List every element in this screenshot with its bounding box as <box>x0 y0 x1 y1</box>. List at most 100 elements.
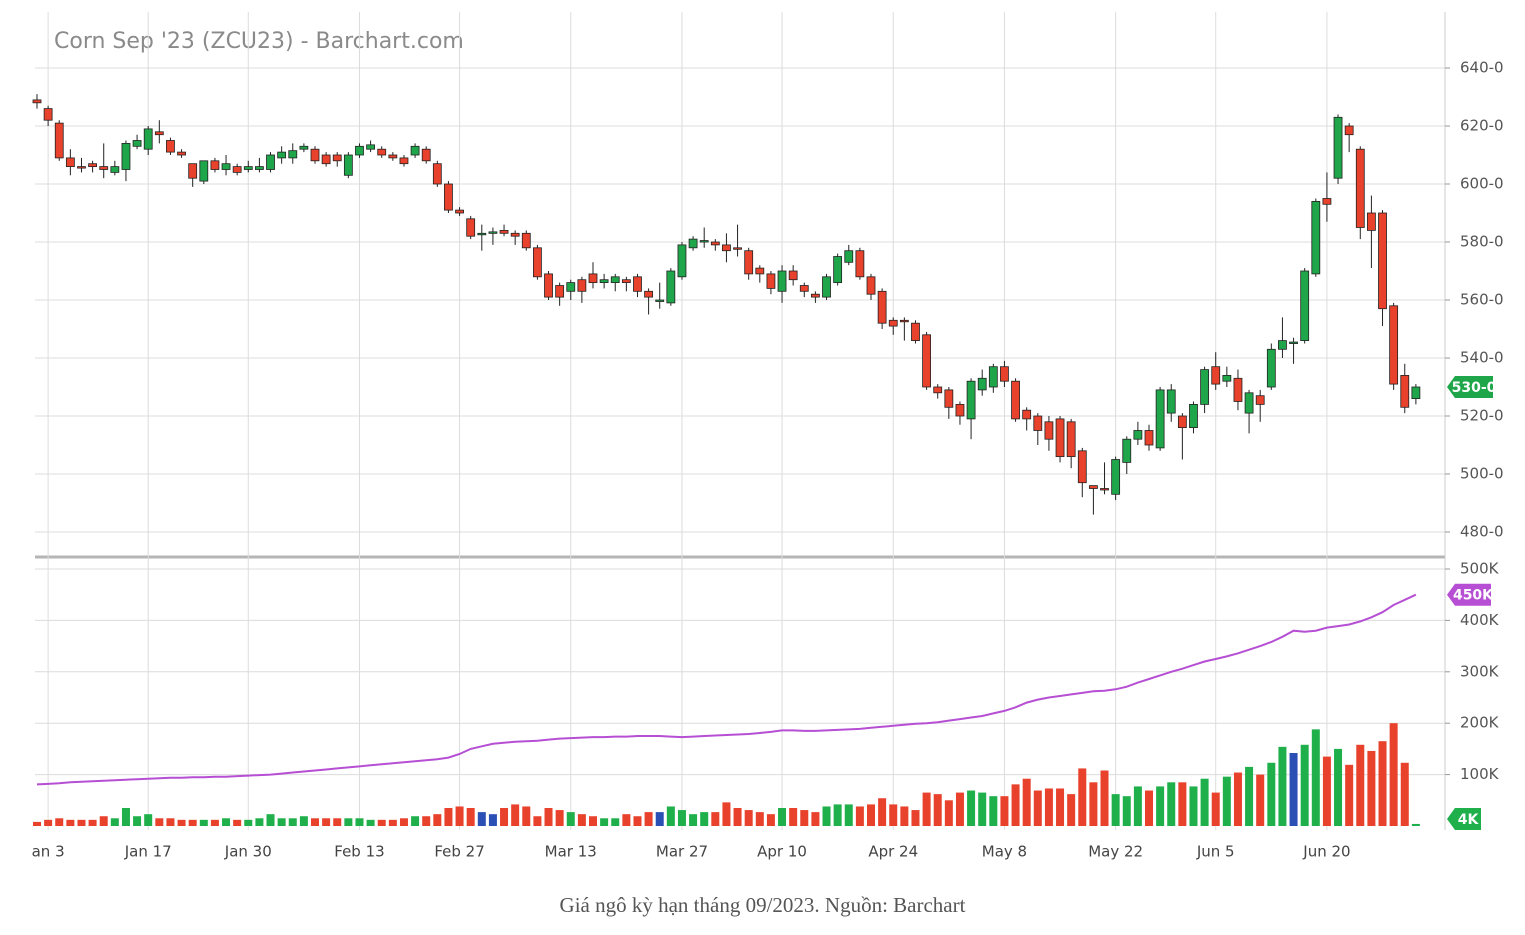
y-tick-label: 500K <box>1460 560 1500 578</box>
candle-body <box>644 290 653 298</box>
volume-bar <box>466 808 475 826</box>
candle-body <box>1166 389 1176 414</box>
volume-bar <box>766 814 775 826</box>
volume-bar <box>166 818 175 826</box>
volume-bar <box>188 819 197 826</box>
volume-bar <box>1100 770 1109 826</box>
volume-bar <box>1089 782 1098 826</box>
candle-body <box>788 270 798 281</box>
plot-area <box>35 12 1445 830</box>
candle-body <box>855 250 865 278</box>
volume-bar <box>299 816 308 826</box>
candle-body <box>1411 386 1421 400</box>
candle-body <box>421 148 431 162</box>
candle-body <box>911 322 920 342</box>
x-tick-label: Jun 5 <box>1196 843 1235 861</box>
volume-bar <box>433 814 442 826</box>
volume-bar <box>1389 723 1398 826</box>
volume-bar <box>222 818 231 826</box>
volume-bar <box>55 818 64 826</box>
volume-bar <box>922 792 931 826</box>
volume-bar <box>355 818 364 826</box>
candle-body <box>1155 389 1165 449</box>
y-tick-label: 300K <box>1460 662 1500 680</box>
volume-bar <box>833 804 842 826</box>
volume-bar <box>1178 782 1187 826</box>
volume-bar <box>1378 741 1387 826</box>
x-tick-label: Feb 27 <box>434 843 484 861</box>
x-tick-label: May 22 <box>1088 843 1143 861</box>
open-interest-line <box>36 593 1417 786</box>
y-tick-label: 560-0 <box>1460 291 1504 309</box>
candle-body <box>1244 392 1254 414</box>
candle-body <box>866 276 876 295</box>
volume-bar <box>411 816 420 826</box>
volume-bar <box>1067 794 1076 826</box>
volume-bar <box>1400 762 1409 826</box>
candle-body <box>1011 380 1020 420</box>
volume-bar <box>1233 772 1242 826</box>
x-tick-label: May 8 <box>982 843 1027 861</box>
candle-body <box>1189 403 1198 428</box>
volume-bar <box>878 798 887 826</box>
volume-bar <box>955 792 964 826</box>
volume-bar <box>444 808 453 826</box>
candle-body <box>899 319 909 323</box>
candle-body <box>510 232 520 237</box>
y-tick-label: 100K <box>1460 765 1500 783</box>
volume-bar <box>644 812 653 826</box>
candle-body <box>1111 459 1121 495</box>
volume-bar <box>1156 786 1165 826</box>
volume-bar <box>288 818 297 826</box>
volume-bar <box>121 808 130 826</box>
volume-bar <box>1145 790 1153 826</box>
candle-body <box>466 218 476 237</box>
candle-body <box>521 232 531 249</box>
candle-body <box>221 163 231 170</box>
y-tick-label: 580-0 <box>1460 233 1504 251</box>
candle-body <box>410 145 420 156</box>
candle-body <box>988 366 998 388</box>
candle-body <box>199 160 209 182</box>
candle-body <box>332 154 342 162</box>
volume-bar <box>622 814 631 826</box>
volume-bar <box>911 810 920 826</box>
candle-body <box>1033 415 1043 431</box>
candle-body <box>1278 340 1287 350</box>
candle-body <box>277 151 287 159</box>
candle-body <box>621 279 631 284</box>
volume-bar <box>822 806 831 826</box>
volume-bar <box>1278 746 1287 826</box>
candle-body <box>610 276 620 283</box>
volume-bar <box>800 810 809 826</box>
candle-body <box>399 157 409 165</box>
candle-body <box>755 267 765 275</box>
candle-body <box>566 282 576 292</box>
candle-body <box>599 279 609 284</box>
candle-body <box>444 183 453 211</box>
volume-bar <box>322 818 331 826</box>
volume-bar <box>88 819 97 826</box>
candle-body <box>32 99 42 104</box>
candle-body <box>499 229 509 234</box>
candle-body <box>822 276 831 298</box>
volume-bar <box>233 819 242 826</box>
volume-bar <box>689 814 698 826</box>
volume-bar <box>1322 756 1331 826</box>
candle-body <box>88 163 97 167</box>
x-tick-label: Apr 24 <box>868 843 918 861</box>
candle-body <box>666 270 676 304</box>
volume-bar <box>1167 782 1176 826</box>
candle-body <box>1255 395 1265 405</box>
volume-bar <box>566 812 575 826</box>
candle-body <box>1355 148 1365 228</box>
candle-body <box>588 273 598 283</box>
volume-bar <box>522 806 531 826</box>
volume-bar <box>311 818 319 826</box>
candle-body <box>321 154 331 165</box>
x-tick-label: Mar 13 <box>545 843 597 861</box>
y-tick-label: 640-0 <box>1460 59 1504 77</box>
last-price-tag <box>1447 376 1493 398</box>
candle-body <box>177 151 186 156</box>
